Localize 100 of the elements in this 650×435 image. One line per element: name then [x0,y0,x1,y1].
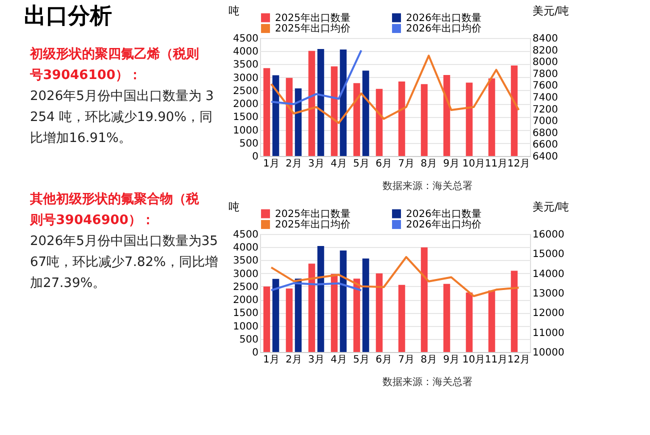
x-tick-label: 11月 [484,354,508,366]
x-tick-label: 8月 [420,354,437,366]
legend-label: 2026年出口数量 [406,12,482,24]
x-tick-label: 2月 [286,354,302,366]
y2-tick-label: 8000 [532,57,558,68]
source-note: 数据来源：海关总署 [382,376,472,388]
bar [330,66,338,156]
y-tick-label: 1000 [233,125,258,136]
x-tick-label: 5月 [353,354,370,366]
x-tick-label: 3月 [308,354,324,366]
bar [443,74,450,156]
text: 出口分析 [24,4,112,29]
y-tick-label: 4000 [233,242,258,254]
line-series [270,282,362,292]
legend-label: 2025年出口数量 [275,208,350,220]
y2-tick-label: 6400 [532,152,558,162]
x-tick-label: 7月 [398,354,414,366]
bar [510,270,518,352]
legend-label: 2026年出口数量 [406,208,482,220]
y2-axis-title: 美元/吨 [532,200,570,214]
text: 初级形状的聚四氟乙烯（税则号39046100）： [29,46,199,83]
y2-tick-label: 7800 [532,68,558,80]
y-tick-label: 2500 [233,86,258,97]
bar [510,66,518,156]
y-tick-label: 2000 [233,295,258,306]
bar [466,82,473,156]
bar [340,250,347,352]
y-tick-label: 1500 [233,308,258,320]
bar [362,258,370,352]
bar [362,70,370,156]
bar [376,273,383,352]
y2-tick-label: 6800 [532,128,558,139]
y-tick-label: 4500 [233,230,258,240]
bar [466,292,473,352]
legend-label: 2025年出口均价 [275,22,350,34]
bar [294,278,302,352]
y-tick-label: 4500 [233,34,258,44]
bar [263,286,270,352]
legend-label: 2026年出口均价 [406,22,482,34]
legend-label: 2026年出口均价 [406,218,482,230]
y2-tick-label: 10000 [532,348,564,358]
bar [353,278,360,352]
bar [376,88,383,156]
bar [272,75,280,156]
line-series [270,54,520,124]
x-tick-label: 9月 [443,354,460,366]
y2-tick-label: 8200 [532,45,558,56]
x-tick-label: 4月 [330,354,347,366]
text: 2026年5月份中国出口数量为3567吨，环比减少7.82%，同比增加27.39%。 [30,234,218,291]
y2-tick-label: 14000 [532,268,564,280]
y-tick-label: 2500 [233,282,258,293]
y-tick-label: 3000 [233,268,258,280]
x-tick-label: 8月 [420,158,437,170]
bar [443,284,450,352]
y2-tick-label: 12000 [532,308,564,320]
x-tick-label: 4月 [330,158,347,170]
y-axis-title: 吨 [228,200,240,214]
x-tick-label: 7月 [398,158,414,170]
y-tick-label: 3500 [233,256,258,267]
y2-tick-label: 7200 [532,104,558,116]
bar [286,78,293,156]
bar [263,68,270,156]
y2-tick-label: 7600 [532,80,558,92]
text: 2026年5月份中国出口数量为 3254 吨，环比减少19.90%，同比增加16.91%。 [30,89,214,146]
y-tick-label: 3000 [233,72,258,84]
y2-tick-label: 15000 [532,249,564,260]
bar [420,84,428,156]
legend-label: 2025年出口数量 [275,12,350,24]
bar [420,247,428,352]
x-tick-label: 5月 [353,158,370,170]
x-tick-label: 3月 [308,158,324,170]
source-note: 数据来源：海关总署 [382,180,472,192]
legend-label: 2025年出口均价 [275,218,350,230]
bar [272,278,280,352]
bar [330,274,338,352]
y2-axis-title: 美元/吨 [532,4,570,18]
text: 其他初级形状的氟聚合物（税则号39046900）： [29,191,200,228]
bar [317,246,324,352]
y-tick-label: 4000 [233,46,258,58]
bar [294,88,302,156]
y2-tick-label: 16000 [532,230,564,240]
y-tick-label: 500 [239,138,258,150]
y-tick-label: 2000 [233,99,258,110]
x-tick-label: 1月 [263,158,280,170]
y-tick-label: 1500 [233,112,258,124]
bar [317,49,324,156]
x-tick-label: 11月 [484,158,508,170]
y2-tick-label: 13000 [532,288,564,300]
y-tick-label: 0 [252,152,258,162]
x-tick-label: 6月 [376,354,392,366]
x-tick-label: 10月 [462,354,486,366]
y-tick-label: 3500 [233,60,258,71]
y2-tick-label: 11000 [532,328,564,339]
x-tick-label: 12月 [507,158,530,170]
y-axis-title: 吨 [228,4,240,18]
y-tick-label: 1000 [233,321,258,332]
bar [398,284,406,352]
y-tick-label: 0 [252,348,258,358]
x-tick-label: 6月 [376,158,392,170]
y-tick-label: 500 [239,334,258,346]
